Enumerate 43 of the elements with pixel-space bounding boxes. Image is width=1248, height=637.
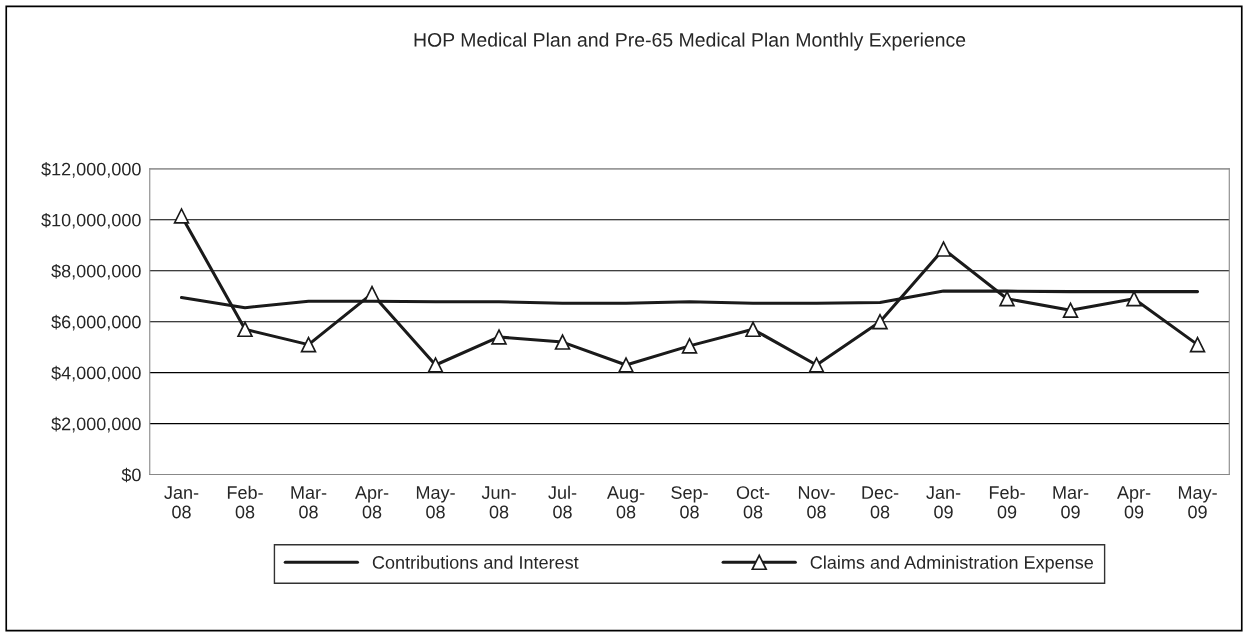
- y-tick-label: $12,000,000: [41, 161, 141, 178]
- legend-label: Claims and Administration Expense: [810, 555, 1093, 573]
- point: [808, 357, 825, 373]
- point: [1062, 302, 1079, 318]
- x-tick-label: Dec-08: [862, 486, 899, 519]
- x-tick-label: Oct-08: [736, 486, 770, 519]
- x-tick-label: Jan-08: [164, 486, 199, 519]
- y-tick-label: $0: [121, 467, 141, 483]
- y-tick-label: $8,000,000: [51, 263, 141, 280]
- y-tick-label: $6,000,000: [51, 314, 141, 331]
- point: [554, 334, 571, 350]
- x-tick-label: Mar-09: [1053, 486, 1089, 519]
- x-tick-label: Mar-08: [291, 486, 327, 519]
- x-tick-label: Nov-08: [798, 486, 835, 519]
- point: [935, 241, 952, 257]
- y-tick-label: $10,000,000: [41, 212, 141, 229]
- x-tick-label: Jan-09: [926, 486, 961, 519]
- point: [745, 321, 761, 338]
- x-tick-label: May-09: [1178, 486, 1217, 519]
- x-tick-label: Feb-09: [989, 485, 1025, 519]
- x-tick-label: Apr-08: [355, 486, 389, 519]
- x-tick-label: May-08: [416, 486, 455, 519]
- point: [618, 357, 634, 373]
- point: [999, 290, 1015, 307]
- point: [173, 208, 190, 224]
- x-tick-label: Jun-08: [481, 486, 516, 519]
- point: [300, 336, 317, 353]
- x-tick-label: Jul-08: [548, 485, 577, 519]
- point: [364, 285, 380, 302]
- x-tick-label: Aug-08: [606, 486, 645, 519]
- y-tick-label: $2,000,000: [51, 416, 141, 433]
- point: [427, 357, 444, 373]
- x-tick-label: Feb-08: [227, 485, 263, 519]
- x-tick-label: Apr-09: [1117, 486, 1151, 519]
- point: [491, 329, 507, 345]
- point: [1189, 336, 1206, 353]
- point: [872, 313, 888, 330]
- point: [237, 321, 253, 338]
- y-tick-label: $4,000,000: [51, 365, 141, 382]
- legend-label: Contributions and Interest: [372, 555, 579, 569]
- chart-title: HOP Medical Plan and Pre-65 Medical Plan Monthly Experience: [414, 32, 966, 51]
- x-tick-label: Sep-08: [671, 486, 708, 519]
- point: [681, 338, 698, 354]
